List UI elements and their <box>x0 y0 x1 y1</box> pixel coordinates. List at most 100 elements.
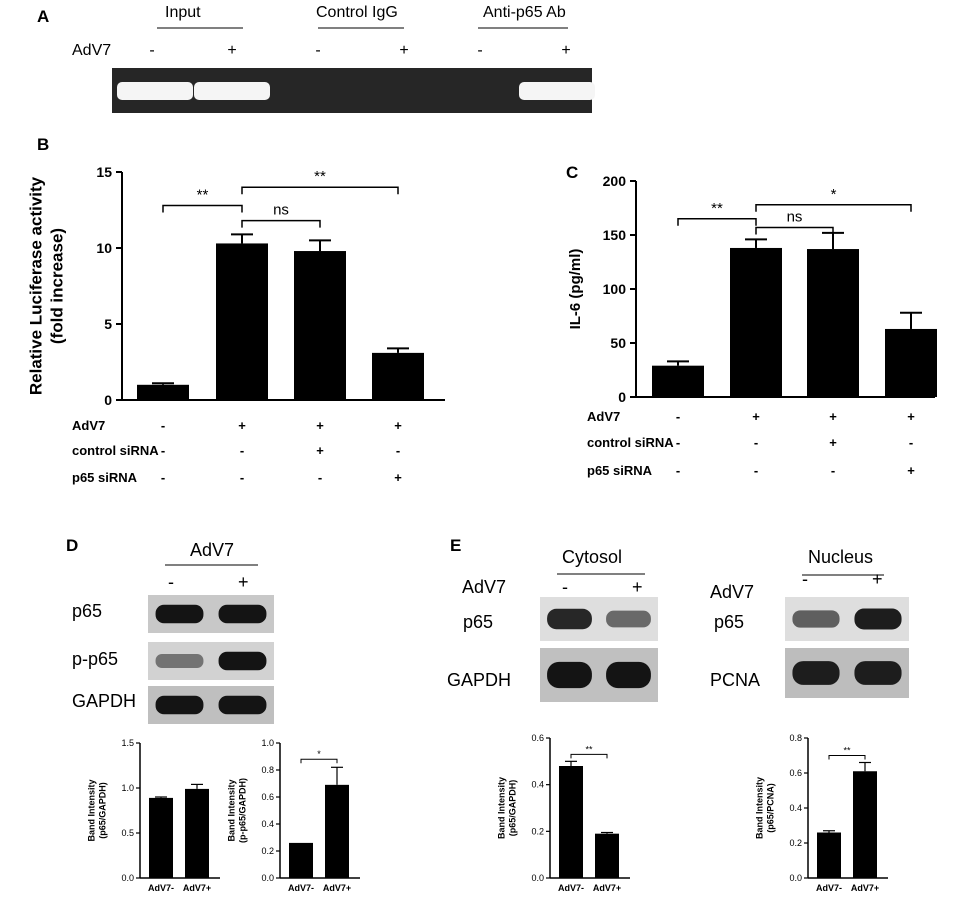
blot-band <box>854 608 902 630</box>
row-sign: - <box>240 470 244 485</box>
x-tick-label: AdV7+ <box>323 883 351 893</box>
bar <box>325 784 349 878</box>
y-axis-label: Relative Luciferase activity <box>27 176 46 395</box>
y-axis-label: Band Intensity <box>497 777 507 839</box>
group-label-anti-p65: Anti-p65 Ab <box>483 4 566 21</box>
row-label: AdV7 <box>72 418 105 433</box>
significance-label: ** <box>843 746 851 756</box>
y-axis-label: (p65/GAPDH) <box>98 782 108 839</box>
y-tick-label: 0.4 <box>789 803 802 813</box>
panel-d-label: D <box>66 536 78 555</box>
y-axis-label: IL-6 (pg/ml) <box>567 249 584 330</box>
row-sign: - <box>318 470 322 485</box>
row-sign: + <box>829 435 837 450</box>
blot-band <box>155 654 204 668</box>
significance-label: ns <box>273 202 289 219</box>
row-sign: + <box>829 409 837 424</box>
bar <box>294 251 346 400</box>
row-sign: - <box>831 463 835 478</box>
row-sign: + <box>316 418 324 433</box>
row-sign: - <box>161 470 165 485</box>
bar <box>652 365 704 397</box>
significance-label: ns <box>787 208 803 225</box>
cytosol-title: Cytosol <box>562 547 622 567</box>
sign: - <box>149 42 154 59</box>
significance-label: * <box>317 749 321 759</box>
bar <box>559 766 583 878</box>
nucleus-title: Nucleus <box>808 547 873 567</box>
y-tick-label: 0.0 <box>121 873 134 883</box>
y-axis-label: Band Intensity <box>227 779 237 841</box>
bar <box>137 384 189 400</box>
row-label: control siRNA <box>72 443 159 458</box>
y-tick-label: 0.2 <box>261 846 274 856</box>
group-label-control-igg: Control IgG <box>316 4 398 21</box>
y-axis-label: Band Intensity <box>87 779 97 841</box>
row-sign: - <box>161 443 165 458</box>
y-tick-label: 150 <box>603 227 627 243</box>
row-sign: - <box>240 443 244 458</box>
significance-label: ** <box>711 200 723 217</box>
y-tick-label: 0.4 <box>261 819 274 829</box>
y-tick-label: 0.2 <box>789 838 802 848</box>
blot-p65 <box>148 595 274 633</box>
y-axis-label: (p65/PCNA) <box>766 783 776 833</box>
sign: - <box>315 42 320 59</box>
significance-bracket <box>162 204 243 213</box>
sign: + <box>561 42 570 59</box>
blot-band <box>792 661 840 685</box>
y-tick-label: 10 <box>96 240 112 256</box>
bar <box>595 833 619 878</box>
panel-b-label: B <box>37 135 49 154</box>
blot-nucleus-pcna <box>785 648 909 698</box>
sign: - <box>477 42 482 59</box>
panel-b: B 0 5 10 15 Relative Luciferase activity (fol… <box>27 135 445 485</box>
significance-bracket <box>570 753 608 759</box>
y-tick-label: 0 <box>618 389 626 405</box>
x-tick-label: AdV7- <box>558 883 584 893</box>
panel-e-label: E <box>450 536 461 555</box>
y-tick-label: 0.4 <box>531 780 544 790</box>
significance-label: ** <box>585 744 593 754</box>
panel-c-label: C <box>566 163 578 182</box>
row-label: p65 siRNA <box>72 470 138 485</box>
blot-strips <box>540 597 909 702</box>
bar <box>149 797 173 878</box>
row-sign: - <box>676 409 680 424</box>
y-tick-label: 15 <box>96 164 112 180</box>
y-tick-label: 200 <box>603 173 627 189</box>
bar <box>730 247 782 397</box>
row-sign: + <box>907 463 915 478</box>
blot-p-p65 <box>148 642 274 680</box>
row-sign: + <box>394 418 402 433</box>
x-tick-label: AdV7- <box>288 883 314 893</box>
row-sign: + <box>907 409 915 424</box>
significance-bracket <box>677 218 757 226</box>
blot-band <box>218 651 267 671</box>
significance-bracket <box>300 758 338 764</box>
sign: + <box>227 42 236 59</box>
row-sign: - <box>676 435 680 450</box>
row-sign: + <box>752 409 760 424</box>
blot-group-label: AdV7 <box>190 540 234 560</box>
sign-minus: - <box>562 577 568 597</box>
blot-band <box>606 610 651 628</box>
significance-bracket <box>828 755 866 760</box>
nucleus-group-label: AdV7 <box>710 582 754 602</box>
row-sign: - <box>676 463 680 478</box>
row-sign: - <box>161 418 165 433</box>
y-tick-label: 0.2 <box>531 826 544 836</box>
band-intensity-chart: 0.0 0.5 1.0 1.5 Band Intensity (p65/GAPDH) AdV… <box>87 738 220 893</box>
sign-row: - + - + - + <box>149 42 570 59</box>
sign-minus: - <box>802 569 808 589</box>
y-tick-label: 5 <box>104 316 112 332</box>
blot-band <box>547 608 592 630</box>
blot-cytosol-p65 <box>540 597 658 641</box>
blot-label-gapdh: GAPDH <box>72 691 136 711</box>
significance-bracket <box>241 219 321 228</box>
x-tick-label: AdV7+ <box>183 883 211 893</box>
blot-band <box>854 661 902 685</box>
row-sign: - <box>909 435 913 450</box>
gel-band <box>194 82 270 100</box>
